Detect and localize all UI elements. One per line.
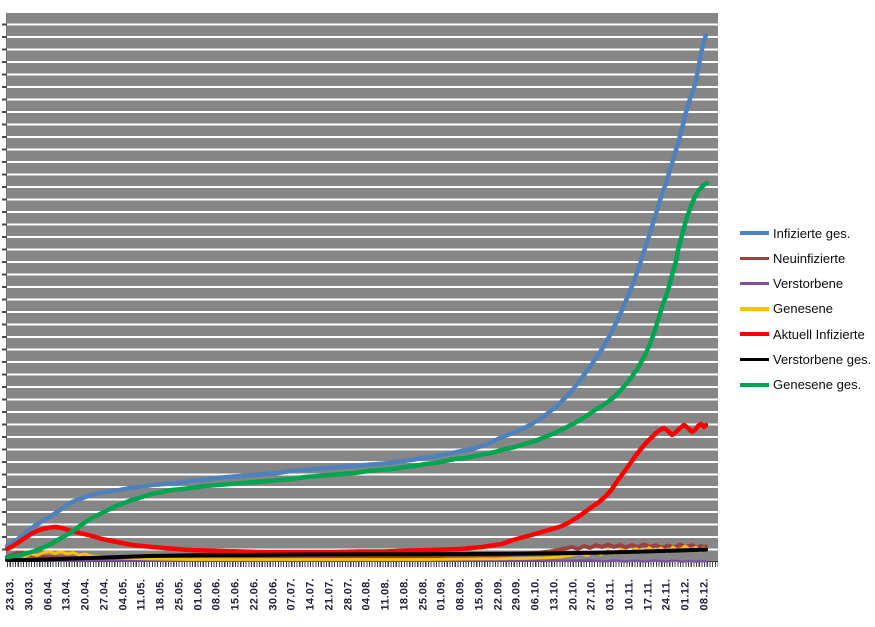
x-axis-label: 14.07. xyxy=(304,577,317,610)
legend-label: Infizierte ges. xyxy=(773,225,851,241)
x-axis-label: 04.08. xyxy=(360,577,373,610)
x-axis-label: 10.11. xyxy=(623,578,636,610)
x-axis-label: 20.10. xyxy=(567,577,580,610)
x-axis-label: 21.07. xyxy=(323,577,336,610)
x-axis-label: 03.11. xyxy=(604,578,617,610)
x-axis-label: 20.04. xyxy=(79,577,92,610)
x-axis-label: 27.04. xyxy=(98,577,111,610)
x-axis-label: 25.05. xyxy=(173,577,186,610)
x-axis-label: 15.09. xyxy=(473,577,486,610)
legend-item: Neuinfizierte xyxy=(740,250,845,266)
legend-label: Aktuell Infizierte xyxy=(773,326,865,342)
x-axis-label: 06.04. xyxy=(42,577,54,610)
legend-item: Genesene xyxy=(740,301,833,317)
x-axis-label: 07.07. xyxy=(285,577,298,610)
x-axis-label: 08.09. xyxy=(454,577,467,610)
legend-item: Verstorbene ges. xyxy=(740,352,871,368)
legend-item: Aktuell Infizierte xyxy=(740,326,865,342)
x-axis-label: 25.08. xyxy=(417,577,430,610)
x-axis-label: 01.06. xyxy=(192,577,205,610)
legend-label: Verstorbene xyxy=(773,276,844,292)
x-axis-label: 28.07. xyxy=(342,577,355,610)
legend-swatch xyxy=(740,332,769,336)
legend-label: Genesene xyxy=(773,301,833,317)
legend-label: Genesene ges. xyxy=(773,377,862,393)
x-axis-label: 04.05. xyxy=(117,577,130,610)
x-axis-label: 23.03. xyxy=(4,577,17,610)
legend-swatch xyxy=(740,231,769,235)
x-axis-label: 30.03. xyxy=(23,577,36,610)
legend-item: Verstorbene xyxy=(740,276,843,292)
legend-swatch xyxy=(740,383,769,387)
x-axis-label: 01.09. xyxy=(435,577,448,610)
x-axis-label: 01.12. xyxy=(679,577,692,610)
x-axis-label: 27.10. xyxy=(585,577,598,610)
legend-swatch xyxy=(740,256,769,261)
x-axis-label: 06.10. xyxy=(529,577,542,610)
x-axis-label: 15.06. xyxy=(229,577,242,610)
x-axis-label: 30.06. xyxy=(267,577,280,610)
x-axis-label: 13.04. xyxy=(60,577,73,610)
x-axis-label: 22.06. xyxy=(248,577,261,610)
legend-swatch xyxy=(740,281,769,286)
legend-swatch xyxy=(740,357,769,362)
x-axis-label: 08.06. xyxy=(210,577,223,610)
x-axis-label: 22.09. xyxy=(492,577,505,610)
x-axis-label: 18.08. xyxy=(398,577,411,610)
x-axis-label: 17.11. xyxy=(642,578,655,610)
legend-label: Neuinfizierte xyxy=(773,250,846,266)
x-axis-label: 11.05. xyxy=(135,578,148,610)
legend-label: Verstorbene ges. xyxy=(773,352,872,367)
legend-item: Genesene ges. xyxy=(740,377,861,393)
plot-area xyxy=(7,13,718,561)
x-axis-label: 13.10. xyxy=(548,577,561,610)
legend-swatch xyxy=(740,307,769,311)
legend-item: Infizierte ges. xyxy=(740,225,850,241)
x-axis-label: 24.11. xyxy=(660,578,673,610)
x-axis-label: 08.12. xyxy=(698,577,711,610)
x-axis-label: 29.09. xyxy=(510,577,523,610)
x-axis-ticks xyxy=(7,561,718,567)
y-axis-ticks xyxy=(2,13,7,561)
x-axis-label: 18.05. xyxy=(154,577,167,610)
x-axis-label: 11.08. xyxy=(379,578,392,610)
